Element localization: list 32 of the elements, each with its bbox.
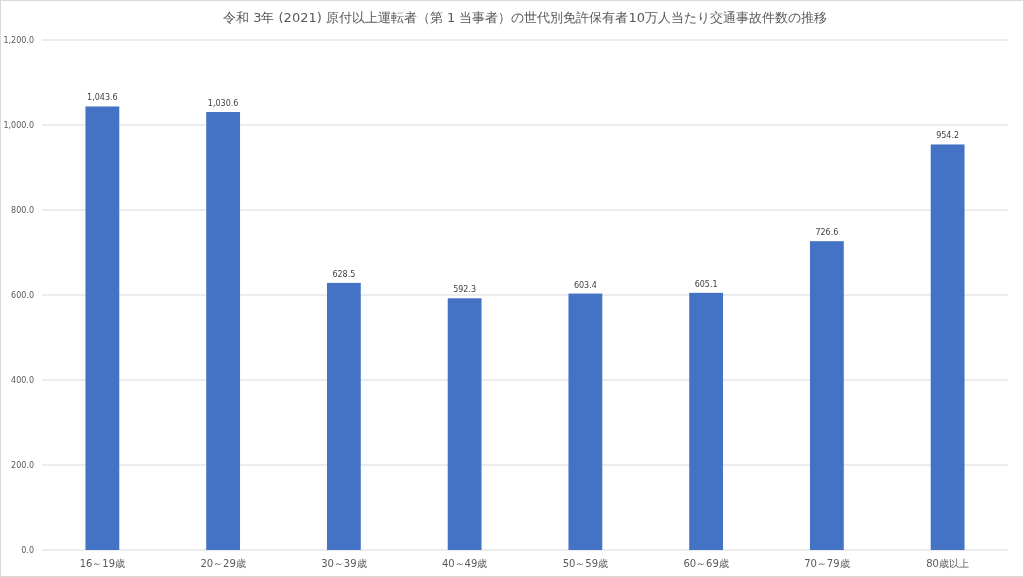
x-tick-label: 30～39歳	[321, 558, 367, 569]
x-tick-label: 60～69歳	[683, 558, 729, 569]
y-tick-label: 1,000.0	[3, 121, 34, 130]
x-tick-label: 50～59歳	[562, 558, 609, 569]
data-label: 605.1	[694, 279, 718, 289]
x-tick-label: 16～19歳	[79, 558, 126, 569]
bar	[568, 293, 603, 550]
bar	[930, 144, 965, 550]
bar	[206, 112, 241, 550]
y-tick-label: 0.0	[21, 546, 34, 555]
data-label: 592.3	[453, 285, 477, 295]
data-label: 603.4	[573, 280, 597, 290]
data-label: 954.2	[936, 131, 960, 141]
data-label: 628.5	[332, 269, 356, 279]
bar	[447, 298, 482, 550]
bar	[85, 106, 120, 550]
bar	[689, 292, 724, 550]
y-tick-label: 200.0	[11, 461, 34, 470]
y-tick-label: 1,200.0	[3, 36, 34, 45]
x-tick-label: 80歳以上	[926, 558, 969, 569]
bar	[326, 282, 361, 550]
x-tick-label: 70～79歳	[804, 558, 850, 569]
x-tick-label: 20～29歳	[200, 558, 246, 569]
y-tick-label: 600.0	[11, 291, 34, 300]
bar	[809, 241, 844, 550]
chart-title: 令和 3年 (2021) 原付以上運転者（第 1 当事者）の世代別免許保有者10万人当たり交通事故件数の推移	[223, 10, 827, 25]
x-tick-label: 40～49歳	[441, 558, 488, 569]
y-tick-label: 400.0	[11, 376, 34, 385]
data-label: 1,030.6	[207, 99, 239, 108]
y-tick-label: 800.0	[11, 206, 34, 215]
data-label: 726.6	[815, 228, 839, 238]
data-label: 1,043.6	[87, 93, 118, 103]
